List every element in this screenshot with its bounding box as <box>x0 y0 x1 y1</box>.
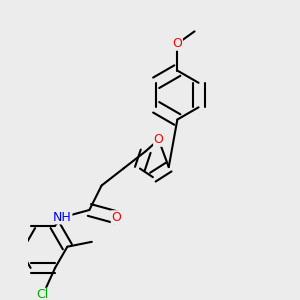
Text: Cl: Cl <box>37 288 49 300</box>
Text: O: O <box>111 211 121 224</box>
Text: O: O <box>172 37 182 50</box>
Text: NH: NH <box>53 211 72 224</box>
Text: O: O <box>154 133 164 146</box>
